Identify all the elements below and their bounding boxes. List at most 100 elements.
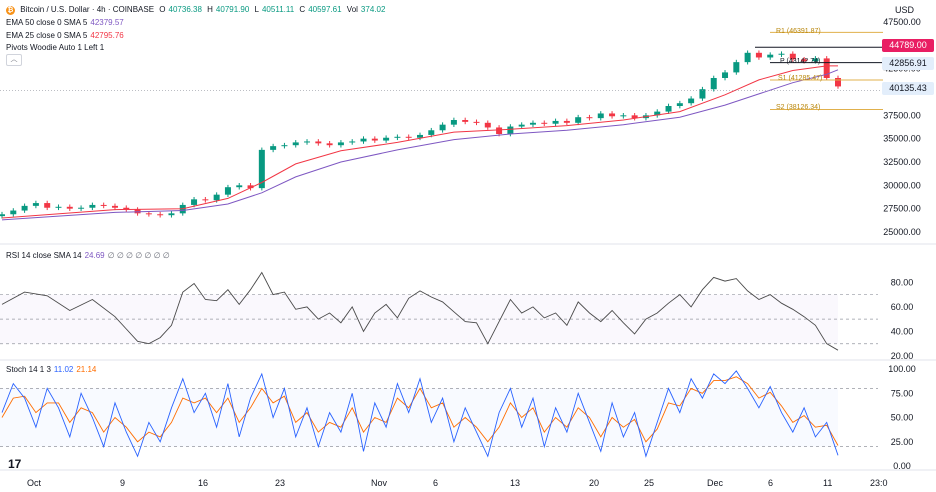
candle-body bbox=[10, 210, 17, 215]
stoch-d-value: 21.14 bbox=[76, 365, 97, 374]
price-badge-high: 44789.00 bbox=[882, 39, 934, 52]
rsi-legend[interactable]: RSI 14 close SMA 14 24.69 ∅ ∅ ∅ ∅ ∅ ∅ ∅ bbox=[6, 250, 173, 261]
candle-body bbox=[78, 207, 85, 209]
y-tick-label: 20.00 bbox=[891, 351, 914, 361]
stoch-legend[interactable]: Stoch 14 1 3 11.02 21.14 bbox=[6, 364, 99, 375]
candle-body bbox=[496, 127, 503, 134]
currency-label[interactable]: USD bbox=[894, 5, 914, 15]
candle-body bbox=[778, 53, 785, 55]
y-tick-label: 80.00 bbox=[891, 277, 914, 287]
candle-body bbox=[89, 204, 96, 208]
candle-body bbox=[247, 185, 254, 189]
time-label-16: 16 bbox=[198, 478, 209, 488]
candle-body bbox=[0, 214, 5, 217]
candle-body bbox=[631, 115, 638, 119]
pivot-s1-label: S1 (41285.47) bbox=[778, 75, 823, 82]
y-tick-label: 50.00 bbox=[891, 413, 914, 423]
candle-body bbox=[541, 122, 548, 124]
tradingview-logo: 17 bbox=[8, 457, 22, 471]
symbol-title: Bitcoin / U.S. Dollar · 4h · COINBASE bbox=[20, 5, 155, 14]
ema50-legend[interactable]: EMA 50 close 0 SMA 5 42379.57 bbox=[6, 17, 127, 28]
low-label: L bbox=[254, 5, 259, 14]
chevron-up-icon: ︿ bbox=[10, 56, 18, 63]
pivot-s2-label: S2 (38126.34) bbox=[776, 104, 821, 111]
y-tick-label: 37500.00 bbox=[883, 110, 921, 120]
candle-body bbox=[202, 199, 209, 201]
y-tick-label: 35000.00 bbox=[883, 134, 921, 144]
bitcoin-icon: ₿ bbox=[6, 6, 15, 15]
y-tick-label: 27500.00 bbox=[883, 204, 921, 214]
y-tick-label: 100.00 bbox=[888, 364, 916, 374]
candle-body bbox=[665, 106, 672, 112]
candle-body bbox=[586, 117, 593, 119]
candle-body bbox=[688, 98, 695, 104]
candle-body bbox=[292, 142, 299, 146]
chart-settings-button[interactable]: ︿ bbox=[6, 54, 22, 66]
pivots-label: Pivots Woodie Auto 1 Left 1 bbox=[6, 43, 105, 52]
candle-body bbox=[326, 143, 333, 146]
pivots-legend[interactable]: Pivots Woodie Auto 1 Left 1 bbox=[6, 42, 107, 53]
stoch-k-value: 11.02 bbox=[53, 365, 74, 374]
ema25-value: 42795.76 bbox=[90, 31, 124, 40]
pivot-r1-label: R1 (46391.87) bbox=[776, 28, 821, 35]
time-label-13: 13 bbox=[510, 478, 521, 488]
close-value: 40597.61 bbox=[308, 5, 342, 14]
candle-body bbox=[270, 146, 277, 150]
candle-body bbox=[394, 136, 401, 138]
ema25-label: EMA 25 close 0 SMA 5 bbox=[6, 31, 88, 40]
candle-body bbox=[552, 120, 559, 124]
time-label-25: 25 bbox=[644, 478, 655, 488]
ema50-line bbox=[1, 69, 839, 221]
candle-body bbox=[789, 53, 796, 60]
candle-body bbox=[699, 89, 706, 99]
candle-body bbox=[439, 124, 446, 131]
price-badge-ema: 42856.91 bbox=[882, 57, 934, 70]
ema50-value: 42379.57 bbox=[90, 18, 124, 27]
price-badge-last: 40135.43 bbox=[882, 82, 934, 95]
candle-body bbox=[55, 206, 62, 208]
candle-body bbox=[304, 141, 311, 143]
stoch-label: Stoch 14 1 3 bbox=[6, 365, 51, 374]
time-label-23: 23 bbox=[275, 478, 286, 488]
volume-label: Vol bbox=[346, 5, 358, 14]
rsi-extras: ∅ ∅ ∅ ∅ ∅ ∅ ∅ bbox=[107, 251, 170, 260]
high-label: H bbox=[207, 5, 213, 14]
rsi-label: RSI 14 close SMA 14 bbox=[6, 251, 82, 260]
y-tick-label: 47500.00 bbox=[883, 17, 921, 27]
y-tick-label: 75.00 bbox=[891, 388, 914, 398]
time-label-2300: 23:0 bbox=[870, 478, 888, 488]
rsi-line bbox=[1, 271, 839, 351]
candle-body bbox=[710, 78, 717, 90]
candle-body bbox=[755, 52, 762, 58]
time-label-dec: Dec bbox=[707, 478, 724, 488]
candle-body bbox=[32, 203, 39, 206]
candle-body bbox=[349, 141, 356, 143]
y-tick-label: 30000.00 bbox=[883, 180, 921, 190]
close-label: C bbox=[299, 5, 306, 14]
candle-body bbox=[450, 120, 457, 125]
candle-body bbox=[473, 121, 480, 123]
low-value: 40511.11 bbox=[261, 5, 295, 14]
time-label-6: 6 bbox=[433, 478, 439, 488]
candle-body bbox=[224, 187, 231, 195]
candle-body bbox=[462, 120, 469, 122]
candle-body bbox=[676, 103, 683, 106]
candle-body bbox=[44, 203, 51, 208]
y-tick-label: 40.00 bbox=[891, 326, 914, 336]
candle-body bbox=[597, 113, 604, 119]
candle-body bbox=[360, 138, 367, 142]
candle-body bbox=[123, 207, 130, 210]
candle-body bbox=[405, 136, 412, 138]
candle-body bbox=[281, 145, 288, 147]
candle-body bbox=[575, 117, 582, 123]
candle-body bbox=[337, 142, 344, 146]
time-label-9: 9 bbox=[120, 478, 126, 488]
ema25-legend[interactable]: EMA 25 close 0 SMA 5 42795.76 bbox=[6, 30, 127, 41]
stoch-band-fill bbox=[0, 388, 838, 446]
candle-body bbox=[654, 111, 661, 116]
candle-body bbox=[484, 122, 491, 128]
candle-body bbox=[609, 113, 616, 117]
ema25-line bbox=[1, 65, 838, 219]
candle-body bbox=[563, 120, 570, 123]
